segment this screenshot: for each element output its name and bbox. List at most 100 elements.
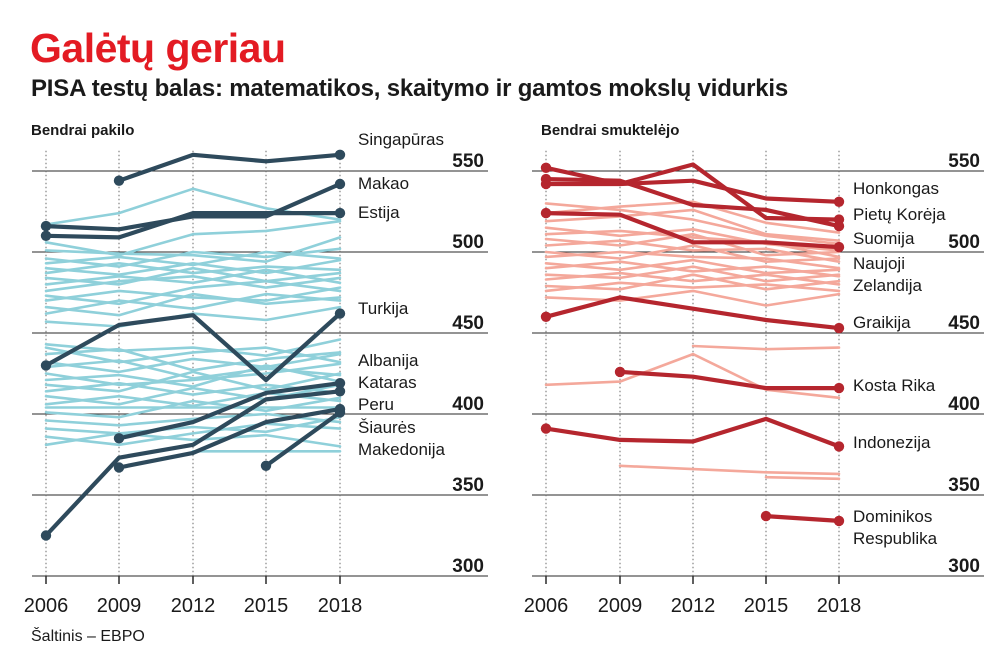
right-background-line-15	[544, 281, 841, 293]
left-series-label-4: Turkija	[358, 299, 409, 318]
left-series-label-7: Peru	[358, 395, 394, 414]
right-x-tick-2012: 2012	[671, 595, 716, 617]
right-series-label-1: Honkongas	[853, 179, 939, 198]
right-line-5-end-point	[833, 322, 845, 334]
right-series-label-6: Kosta Rika	[853, 376, 936, 395]
right-x-tick-2009: 2009	[598, 595, 643, 617]
right-background-line-20	[764, 475, 841, 481]
left-y-tick-400: 400	[452, 394, 484, 415]
right-line-7	[543, 416, 842, 449]
left-background-line-16	[44, 338, 342, 357]
right-y-tick-400: 400	[948, 394, 980, 415]
left-background-line-9	[44, 268, 342, 286]
left-line-8	[263, 410, 343, 468]
right-background-line-5	[544, 229, 841, 259]
left-background-line-28	[44, 396, 342, 419]
left-background-line-13	[44, 292, 342, 317]
left-y-tick-550: 550	[452, 151, 484, 172]
left-line-3-end-point	[334, 207, 346, 219]
left-background-line-5	[44, 250, 342, 267]
right-y-tick-450: 450	[948, 313, 980, 334]
right-series-label-5: Graikija	[853, 313, 911, 332]
right-line-1-end-point	[833, 196, 845, 207]
right-line-8	[763, 514, 842, 523]
right-background-line-10	[544, 258, 841, 275]
left-x-tick-2018: 2018	[318, 595, 363, 617]
left-line-2-start-point	[40, 220, 52, 232]
left-background-line-24	[44, 381, 342, 396]
left-y-tick-450: 450	[452, 313, 484, 334]
right-y-tick-350: 350	[948, 475, 980, 496]
right-line-4-end-point	[833, 241, 845, 253]
right-y-tick-550: 550	[948, 151, 980, 172]
right-background-line-7	[544, 239, 841, 263]
right-line-7-end-point	[833, 441, 845, 452]
left-background-line-32	[44, 432, 342, 448]
left-y-tick-350: 350	[452, 475, 484, 496]
right-line-6-end-point	[833, 382, 845, 394]
left-line-1-end-point	[334, 149, 346, 160]
right-background-line-13	[544, 271, 841, 286]
right-series-label-8: Dominikos Respublika	[853, 507, 938, 548]
left-background-line-7	[44, 262, 342, 275]
left-line-1	[116, 152, 343, 183]
left-line-8-end-point	[334, 407, 346, 418]
right-line-7-start-point	[540, 423, 552, 434]
left-line-3	[43, 211, 343, 240]
left-series-label-3: Estija	[358, 203, 400, 222]
left-line-4	[43, 311, 343, 383]
right-background-line-2	[544, 200, 841, 234]
left-line-4-end-point	[334, 308, 346, 319]
left-x-tick-2012: 2012	[171, 595, 216, 617]
right-background-line-19	[618, 464, 841, 476]
right-panel-title: Bendrai smuktelėjo	[541, 122, 679, 139]
right-background-line-16	[544, 289, 841, 307]
left-line-5	[116, 381, 343, 441]
right-background-line-18	[544, 352, 841, 400]
left-background-line-11	[44, 279, 342, 306]
right-line-8-end-point	[833, 515, 845, 527]
right-line-4-start-point	[540, 207, 552, 219]
left-background-line-17	[44, 346, 342, 364]
left-background-line-2	[44, 219, 342, 257]
right-line-3-start-point	[540, 173, 552, 185]
right-line-3-end-point	[833, 220, 845, 232]
right-background-line-9	[544, 250, 841, 270]
left-line-8-start-point	[260, 460, 272, 471]
right-background-line-11	[544, 260, 841, 278]
left-background-line-23	[44, 370, 342, 393]
left-line-5-end-point	[334, 378, 346, 389]
left-background-line-22	[44, 364, 342, 388]
left-series-label-2: Makao	[358, 174, 409, 193]
right-series-label-3: Suomija	[853, 229, 915, 248]
left-y-tick-300: 300	[452, 556, 484, 577]
left-line-7	[116, 407, 343, 470]
left-x-tick-2009: 2009	[97, 595, 142, 617]
left-background-line-30	[44, 415, 342, 435]
left-y-tick-500: 500	[452, 232, 484, 253]
right-line-1	[543, 178, 842, 204]
right-y-tick-300: 300	[948, 556, 980, 577]
left-line-4-start-point	[40, 360, 52, 371]
left-line-1-start-point	[113, 175, 125, 186]
chart-subtitle: PISA testų balas: matematikos, skaitymo …	[31, 75, 789, 102]
left-series-label-6: Kataras	[358, 373, 417, 392]
right-series-label-2: Pietų Korėja	[853, 205, 946, 224]
right-line-5-start-point	[540, 311, 552, 322]
left-x-tick-2015: 2015	[244, 595, 289, 617]
left-line-6-start-point	[40, 530, 52, 541]
right-x-tick-2006: 2006	[524, 595, 569, 617]
right-line-6	[617, 369, 842, 391]
right-line-8-start-point	[760, 510, 772, 522]
left-background-line-19	[44, 352, 342, 374]
right-y-tick-500: 500	[948, 232, 980, 253]
left-series-label-1: Singapūras	[358, 130, 444, 149]
right-x-tick-2018: 2018	[817, 595, 862, 617]
left-line-5-start-point	[113, 433, 125, 444]
right-series-label-4: Naujoji Zelandija	[853, 254, 923, 295]
left-series-label-5: Albanija	[358, 351, 419, 370]
source-note: Šaltinis – EBPO	[31, 628, 145, 645]
left-series-label-8: Šiaurės Makedonija	[358, 418, 445, 459]
left-line-6	[43, 389, 343, 538]
